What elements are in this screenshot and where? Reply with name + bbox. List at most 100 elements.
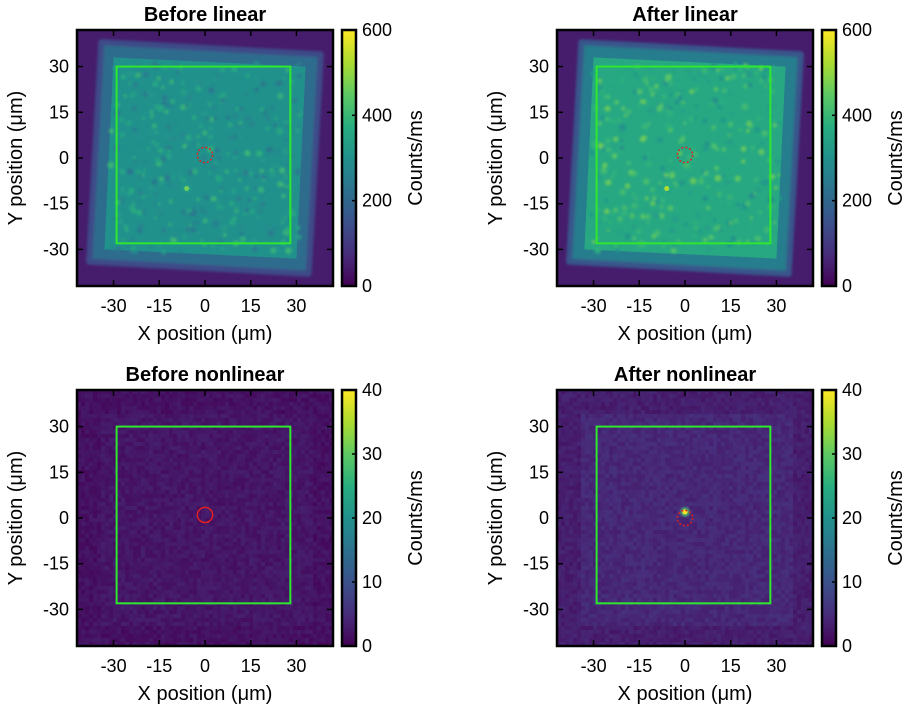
speckle bbox=[139, 88, 144, 93]
noise-cell bbox=[125, 526, 129, 530]
noise-cell bbox=[133, 442, 137, 446]
noise-cell bbox=[221, 390, 225, 394]
noise-cell bbox=[225, 502, 229, 506]
noise-cell bbox=[85, 630, 89, 634]
noise-cell bbox=[245, 638, 249, 642]
noise-cell bbox=[241, 582, 245, 586]
speckle bbox=[169, 79, 174, 85]
noise-cell bbox=[225, 418, 229, 422]
noise-cell bbox=[93, 498, 97, 502]
noise-cell bbox=[97, 626, 101, 630]
noise-cell bbox=[185, 550, 189, 554]
noise-cell bbox=[189, 558, 193, 562]
speckle bbox=[777, 121, 781, 125]
noise-cell bbox=[105, 458, 109, 462]
noise-cell bbox=[129, 438, 133, 442]
heatmap-image bbox=[557, 30, 813, 286]
noise-cell bbox=[149, 454, 153, 458]
noise-cell bbox=[205, 630, 209, 634]
noise-cell bbox=[205, 422, 209, 426]
noise-cell bbox=[233, 546, 237, 550]
noise-cell bbox=[249, 450, 253, 454]
noise-cell bbox=[225, 490, 229, 494]
noise-cell bbox=[133, 558, 137, 562]
noise-cell bbox=[293, 394, 297, 398]
noise-cell bbox=[217, 578, 221, 582]
noise-cell bbox=[149, 498, 153, 502]
noise-cell bbox=[177, 434, 181, 438]
noise-cell bbox=[133, 626, 137, 630]
noise-cell bbox=[93, 614, 97, 618]
noise-cell bbox=[305, 490, 309, 494]
noise-cell bbox=[117, 630, 121, 634]
noise-cell bbox=[233, 558, 237, 562]
noise-cell bbox=[149, 610, 153, 614]
noise-cell bbox=[149, 458, 153, 462]
speckle bbox=[187, 157, 192, 162]
noise-cell bbox=[169, 610, 173, 614]
noise-cell bbox=[101, 634, 105, 638]
speckle bbox=[207, 171, 211, 175]
noise-cell bbox=[93, 390, 97, 394]
noise-cell bbox=[233, 506, 237, 510]
speckle bbox=[201, 155, 207, 161]
noise-cell bbox=[233, 586, 237, 590]
noise-cell bbox=[321, 634, 325, 638]
noise-cell bbox=[293, 438, 297, 442]
noise-cell bbox=[269, 610, 273, 614]
speckle bbox=[645, 159, 653, 167]
noise-cell bbox=[181, 590, 185, 594]
noise-cell bbox=[105, 594, 109, 598]
noise-cell bbox=[161, 590, 165, 594]
speckle bbox=[747, 82, 753, 88]
noise-cell bbox=[117, 394, 121, 398]
noise-cell bbox=[265, 562, 269, 566]
speckle bbox=[673, 119, 679, 125]
noise-cell bbox=[137, 558, 141, 562]
noise-cell bbox=[257, 598, 261, 602]
noise-cell bbox=[173, 518, 177, 522]
speckle bbox=[280, 220, 284, 224]
speckle bbox=[729, 166, 735, 172]
noise-cell bbox=[85, 534, 89, 538]
noise-cell bbox=[177, 538, 181, 542]
noise-cell bbox=[117, 518, 121, 522]
noise-cell bbox=[197, 630, 201, 634]
noise-cell bbox=[305, 410, 309, 414]
noise-cell bbox=[213, 562, 217, 566]
noise-cell bbox=[133, 506, 137, 510]
noise-cell bbox=[93, 482, 97, 486]
noise-cell bbox=[85, 398, 89, 402]
noise-cell bbox=[113, 418, 117, 422]
noise-cell bbox=[253, 618, 257, 622]
noise-cell bbox=[133, 426, 137, 430]
noise-cell bbox=[169, 570, 173, 574]
noise-cell bbox=[221, 582, 225, 586]
noise-cell bbox=[297, 618, 301, 622]
noise-cell bbox=[173, 430, 177, 434]
noise-cell bbox=[217, 594, 221, 598]
noise-cell bbox=[245, 498, 249, 502]
noise-cell bbox=[297, 526, 301, 530]
noise-cell bbox=[317, 494, 321, 498]
noise-cell bbox=[261, 462, 265, 466]
noise-cell bbox=[237, 470, 241, 474]
noise-cell bbox=[137, 466, 141, 470]
noise-cell bbox=[81, 454, 85, 458]
noise-cell bbox=[161, 526, 165, 530]
noise-cell bbox=[317, 410, 321, 414]
noise-cell bbox=[253, 606, 257, 610]
noise-cell bbox=[137, 522, 141, 526]
noise-cell bbox=[285, 406, 289, 410]
noise-cell bbox=[113, 550, 117, 554]
noise-cell bbox=[273, 450, 277, 454]
noise-cell bbox=[245, 398, 249, 402]
speckle bbox=[712, 97, 719, 104]
noise-cell bbox=[129, 574, 133, 578]
noise-cell bbox=[209, 506, 213, 510]
speckle bbox=[170, 99, 175, 104]
noise-cell bbox=[325, 486, 329, 490]
noise-cell bbox=[133, 606, 137, 610]
noise-cell bbox=[265, 542, 269, 546]
noise-cell bbox=[257, 558, 261, 562]
